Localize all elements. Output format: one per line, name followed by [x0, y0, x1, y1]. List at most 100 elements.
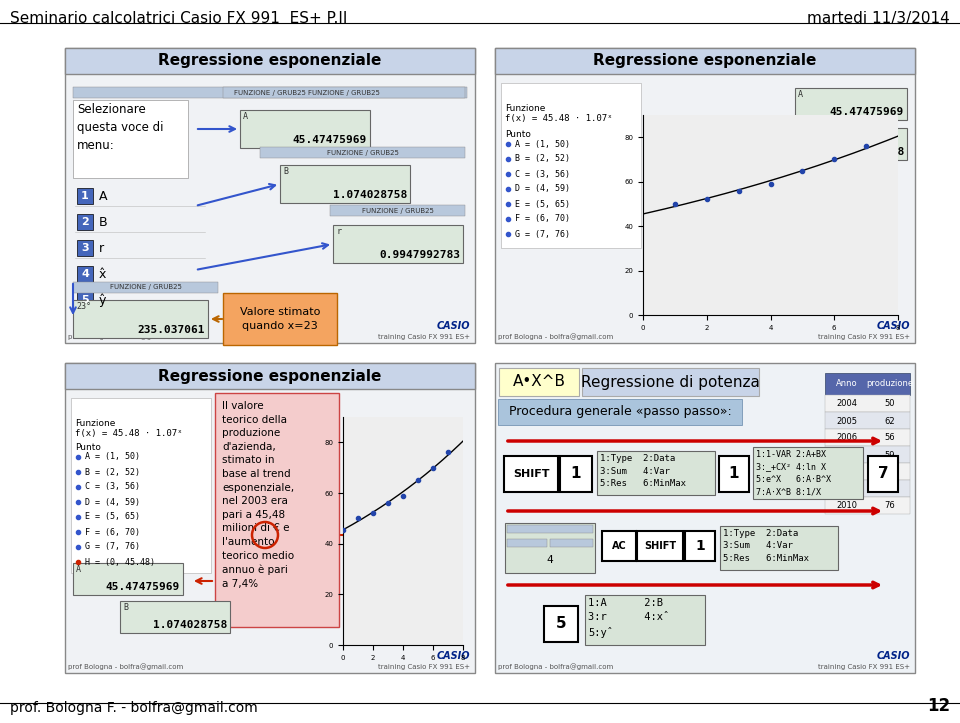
Bar — [495, 363, 915, 673]
Text: C = (3, 56): C = (3, 56) — [85, 482, 140, 492]
Text: 68: 68 — [884, 468, 896, 476]
Bar — [825, 429, 910, 446]
Text: E = (5, 65): E = (5, 65) — [515, 200, 570, 208]
Bar — [753, 447, 863, 499]
Bar — [495, 48, 915, 343]
Text: training Casio FX 991 ES+: training Casio FX 991 ES+ — [378, 664, 470, 670]
Text: x̂: x̂ — [99, 268, 107, 281]
Text: A: A — [243, 112, 248, 121]
Bar — [505, 523, 595, 573]
Text: B: B — [798, 130, 803, 139]
Bar — [65, 48, 475, 74]
Text: 45.47475969: 45.47475969 — [293, 135, 367, 145]
Bar — [77, 240, 93, 256]
Text: F = (6, 70): F = (6, 70) — [85, 528, 140, 536]
Bar — [73, 100, 188, 178]
Bar — [65, 363, 475, 389]
Text: B = (2, 52): B = (2, 52) — [85, 468, 140, 476]
FancyBboxPatch shape — [719, 456, 749, 492]
Text: Regressione di potenza: Regressione di potenza — [581, 375, 759, 390]
Text: 45.47475969: 45.47475969 — [106, 582, 180, 592]
Bar — [77, 292, 93, 308]
Text: 70: 70 — [885, 484, 896, 494]
Text: F = (6, 70): F = (6, 70) — [515, 215, 570, 223]
Bar — [65, 48, 475, 343]
Text: 23°: 23° — [76, 302, 91, 311]
Text: 2004: 2004 — [836, 400, 857, 408]
FancyBboxPatch shape — [498, 399, 742, 425]
Text: Il valore
teorico della
produzione
d'azienda,
stimato in
base al trend
esponenzi: Il valore teorico della produzione d'azi… — [222, 401, 294, 589]
Text: A•X^B: A•X^B — [513, 375, 565, 390]
Text: B = (2, 52): B = (2, 52) — [515, 155, 570, 163]
Text: FUNZIONE / GRUB25: FUNZIONE / GRUB25 — [362, 208, 433, 213]
Text: SHIFT: SHIFT — [644, 541, 676, 551]
Bar — [71, 398, 211, 573]
Bar — [825, 395, 910, 412]
Text: 235.037061: 235.037061 — [137, 325, 205, 335]
Text: FUNZIONE / GRUB25: FUNZIONE / GRUB25 — [308, 90, 380, 95]
FancyBboxPatch shape — [499, 368, 579, 396]
Text: 1:1-VAR 2:A+BX
3:_+CX² 4:ln X
5:e^X   6:A·B^X
7:A·X^B 8:1/X: 1:1-VAR 2:A+BX 3:_+CX² 4:ln X 5:e^X 6:A·… — [756, 450, 831, 497]
Bar — [597, 451, 715, 495]
Text: 3: 3 — [82, 243, 89, 253]
Bar — [73, 282, 218, 293]
Bar — [501, 83, 641, 248]
Text: ŷ: ŷ — [99, 294, 107, 307]
Bar — [77, 266, 93, 282]
Bar — [507, 525, 593, 533]
Text: 1.074028758: 1.074028758 — [333, 190, 407, 200]
Bar — [73, 300, 208, 338]
Bar — [223, 87, 465, 98]
Text: SHIFT: SHIFT — [513, 469, 549, 479]
Text: 5: 5 — [556, 617, 566, 631]
FancyBboxPatch shape — [602, 531, 636, 561]
Bar — [280, 165, 410, 203]
Text: Funzione: Funzione — [505, 104, 545, 113]
Bar — [73, 87, 467, 98]
Text: G = (7, 76): G = (7, 76) — [85, 542, 140, 552]
Text: Seminario calcolatrici Casio FX 991  ES+ P.II: Seminario calcolatrici Casio FX 991 ES+ … — [10, 11, 348, 26]
Text: 45.47475969: 45.47475969 — [829, 107, 904, 117]
Text: CASIO: CASIO — [437, 651, 470, 661]
Text: 1:A      2:B
3:r      4:x̂
5:ŷ: 1:A 2:B 3:r 4:x̂ 5:ŷ — [588, 598, 669, 638]
Text: 1.074028758: 1.074028758 — [153, 620, 227, 630]
Text: 1: 1 — [695, 539, 705, 553]
Text: Regressione esponenziale: Regressione esponenziale — [158, 54, 382, 69]
Text: 4: 4 — [546, 555, 553, 565]
Text: CASIO: CASIO — [876, 321, 910, 331]
FancyBboxPatch shape — [223, 293, 337, 345]
Text: prof Bologna - bolfra@gmail.com: prof Bologna - bolfra@gmail.com — [68, 333, 183, 340]
Bar — [330, 205, 465, 216]
Text: 2005: 2005 — [836, 416, 857, 426]
Text: E = (5, 65): E = (5, 65) — [85, 513, 140, 521]
FancyBboxPatch shape — [685, 531, 715, 561]
Text: 2009: 2009 — [836, 484, 857, 494]
Text: D = (4, 59): D = (4, 59) — [515, 184, 570, 194]
Text: Punto: Punto — [75, 443, 101, 452]
Bar — [825, 446, 910, 463]
Text: AC: AC — [612, 541, 626, 551]
FancyBboxPatch shape — [868, 456, 898, 492]
Text: prof. Bologna F. - bolfra@gmail.com: prof. Bologna F. - bolfra@gmail.com — [10, 701, 257, 715]
Text: CASIO: CASIO — [437, 321, 470, 331]
Text: 56: 56 — [885, 434, 896, 442]
Text: A: A — [798, 90, 803, 99]
Bar — [260, 147, 465, 158]
Bar — [77, 214, 93, 230]
Text: training Casio FX 991 ES+: training Casio FX 991 ES+ — [378, 334, 470, 340]
Text: A: A — [99, 189, 108, 202]
Text: 76: 76 — [884, 502, 896, 510]
Bar — [495, 48, 915, 74]
Text: 7: 7 — [877, 466, 888, 482]
FancyBboxPatch shape — [504, 456, 558, 492]
Text: Regressione esponenziale: Regressione esponenziale — [158, 369, 382, 383]
Text: produzione: produzione — [867, 380, 914, 388]
Text: CASIO: CASIO — [876, 651, 910, 661]
Bar — [825, 497, 910, 514]
Text: 50: 50 — [885, 400, 896, 408]
Bar — [507, 539, 547, 547]
Bar — [333, 225, 463, 263]
Text: 2010: 2010 — [836, 502, 857, 510]
Text: B: B — [99, 215, 108, 228]
Text: 59: 59 — [885, 450, 896, 460]
